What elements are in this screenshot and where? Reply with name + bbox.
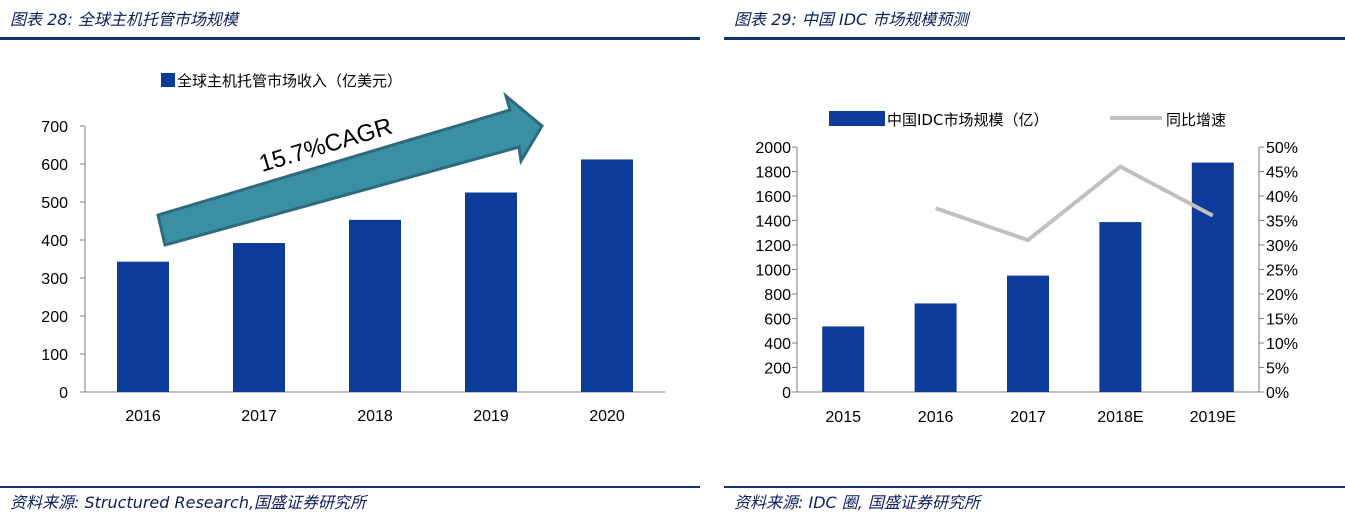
right-y-tick-label: 1600 — [755, 189, 791, 206]
right-combo-chart: 0 200 400 600 800 1000 1200 1400 1600 1800 2000 0% 5… — [755, 111, 1298, 426]
right-y2-tick-label: 0% — [1266, 385, 1289, 402]
right-figure-title: 图表 29: 中国 IDC 市场规模预测 — [734, 10, 969, 29]
left-y-tick-label: 700 — [41, 119, 68, 136]
right-y2-tick-label: 20% — [1266, 287, 1298, 304]
right-bar — [914, 303, 957, 392]
right-legend-bar-label: 中国IDC市场规模（亿） — [887, 111, 1048, 129]
right-legend-line-label: 同比增速 — [1166, 111, 1226, 129]
right-x-category-label: 2018E — [1097, 409, 1143, 426]
left-x-category-label: 2017 — [241, 408, 277, 425]
right-source-note: 资料来源: IDC 圈, 国盛证券研究所 — [734, 493, 980, 512]
right-x-category-label: 2016 — [918, 409, 954, 426]
right-title-rule — [724, 37, 1345, 40]
left-bar — [465, 192, 517, 392]
left-bar — [233, 243, 285, 392]
right-y2-tick-label: 5% — [1266, 361, 1289, 378]
left-title-rule — [0, 37, 700, 40]
left-source-note: 资料来源: Structured Research,国盛证券研究所 — [10, 493, 367, 512]
left-bar — [117, 261, 169, 392]
right-y2-tick-label: 50% — [1266, 140, 1298, 157]
left-figure-title: 图表 28: 全球主机托管市场规模 — [10, 10, 238, 29]
right-y2-tick-label: 35% — [1266, 214, 1298, 231]
left-y-tick-label: 200 — [41, 309, 68, 326]
right-y-tick-label: 1200 — [755, 238, 791, 255]
right-figure-panel: 图表 29: 中国 IDC 市场规模预测 0 200 400 600 800 1000 12… — [724, 0, 1345, 519]
left-bar — [581, 159, 633, 392]
right-y-tick-label: 800 — [764, 287, 791, 304]
right-y2-tick-label: 40% — [1266, 189, 1298, 206]
left-y-tick-label: 500 — [41, 195, 68, 212]
right-x-category-label: 2019E — [1190, 409, 1236, 426]
left-y-tick-label: 0 — [59, 385, 68, 402]
right-y-tick-label: 600 — [764, 312, 791, 329]
left-y-tick-label: 300 — [41, 271, 68, 288]
right-bar — [1191, 162, 1234, 392]
left-bar — [349, 219, 401, 392]
right-source-rule — [724, 486, 1345, 488]
left-source-rule — [0, 486, 700, 488]
left-figure-panel: 图表 28: 全球主机托管市场规模 0 100 200 300 400 500 600 700… — [0, 10, 700, 512]
right-y-tick-label: 0 — [782, 385, 791, 402]
left-y-tick-label: 600 — [41, 157, 68, 174]
right-x-category-label: 2015 — [825, 409, 861, 426]
right-bar — [1099, 222, 1142, 392]
right-y2-tick-label: 45% — [1266, 165, 1298, 182]
right-x-category-label: 2017 — [1010, 409, 1046, 426]
right-y2-tick-label: 25% — [1266, 263, 1298, 280]
right-y-tick-label: 2000 — [755, 140, 791, 157]
left-x-category-label: 2020 — [589, 408, 625, 425]
right-bar — [1007, 275, 1049, 392]
growth-rate-line — [934, 164, 1214, 243]
left-legend-label: 全球主机托管市场收入（亿美元） — [177, 72, 402, 90]
left-x-category-label: 2018 — [357, 408, 393, 425]
left-bar-chart: 0 100 200 300 400 500 600 700 2016 2017 2018 2019 20… — [41, 72, 665, 425]
right-y-tick-label: 1400 — [755, 214, 791, 231]
right-y2-tick-label: 10% — [1266, 336, 1298, 353]
right-y-tick-label: 1800 — [755, 165, 791, 182]
cagr-arrow — [156, 91, 544, 247]
right-y-tick-label: 400 — [764, 336, 791, 353]
right-y-tick-label: 1000 — [755, 263, 791, 280]
left-y-tick-label: 100 — [41, 347, 68, 364]
right-y2-tick-label: 15% — [1266, 312, 1298, 329]
right-legend-bar-swatch — [829, 111, 885, 126]
left-legend-swatch — [161, 73, 175, 87]
right-y-tick-label: 200 — [764, 361, 791, 378]
right-bar — [822, 326, 865, 392]
left-y-tick-label: 400 — [41, 233, 68, 250]
left-x-category-label: 2016 — [125, 408, 161, 425]
left-x-category-label: 2019 — [473, 408, 509, 425]
right-y2-tick-label: 30% — [1266, 238, 1298, 255]
